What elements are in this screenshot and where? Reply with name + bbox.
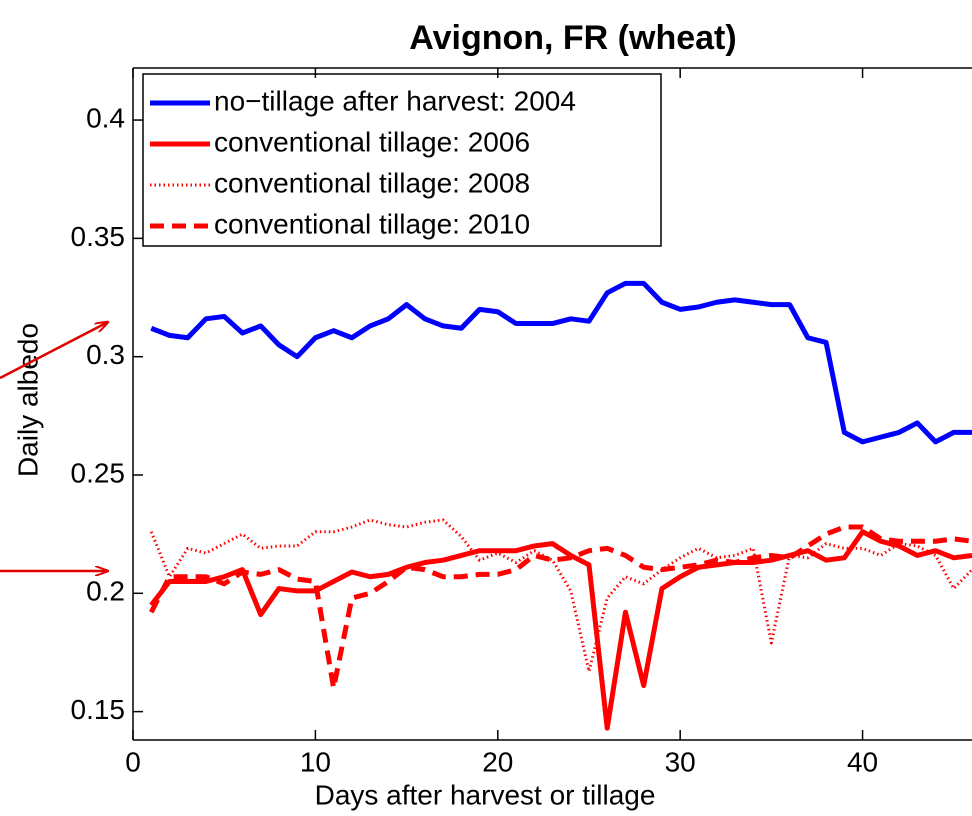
data-line xyxy=(149,524,972,691)
chart-title: Avignon, FR (wheat) xyxy=(409,19,736,57)
x-axis-label: Days after harvest or tillage xyxy=(315,779,656,810)
annotation-arrow xyxy=(0,322,108,380)
x-tick-label: 0 xyxy=(125,746,141,777)
x-tick-label: 10 xyxy=(300,746,331,777)
legend-label: no−tillage after harvest: 2004 xyxy=(214,85,576,116)
x-tick-label: 30 xyxy=(665,746,696,777)
y-axis-label: Daily albedo xyxy=(12,323,43,477)
legend-label: conventional tillage: 2006 xyxy=(214,126,530,157)
legend-box xyxy=(142,73,662,247)
legend-label: conventional tillage: 2010 xyxy=(214,208,530,239)
y-tick-label: 0.35 xyxy=(71,221,126,252)
y-tick-label: 0.3 xyxy=(86,339,125,370)
y-tick-label: 0.25 xyxy=(71,457,126,488)
x-tick-label: 40 xyxy=(847,746,878,777)
legend: no−tillage after harvest: 2004 convention… xyxy=(142,73,662,247)
x-tick-label: 20 xyxy=(482,746,513,777)
y-tick-label: 0.2 xyxy=(86,576,125,607)
y-tick-label: 0.4 xyxy=(86,102,125,133)
plot-area xyxy=(149,280,972,731)
data-line xyxy=(150,280,972,445)
y-tick-label: 0.15 xyxy=(71,694,126,725)
legend-label: conventional tillage: 2008 xyxy=(214,167,530,198)
data-line xyxy=(149,529,972,731)
